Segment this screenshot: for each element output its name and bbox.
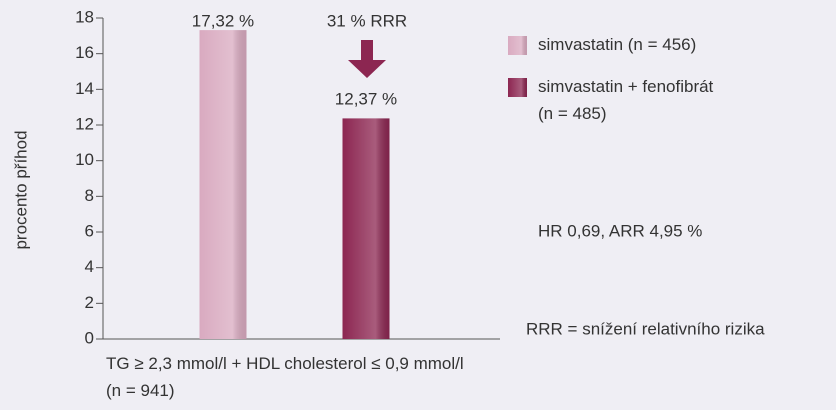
y-tick-label: 10 (75, 150, 94, 169)
y-tick-label: 12 (75, 114, 94, 133)
bar-sheen (342, 118, 390, 339)
annotation: 31 % RRR (327, 11, 407, 30)
arrow (348, 40, 386, 78)
legend-swatch-sheen (508, 36, 527, 55)
y-tick-label: 8 (85, 186, 94, 205)
y-tick-label: 14 (75, 79, 94, 98)
y-axis-label: procento příhod (11, 130, 30, 249)
legend-swatch-sheen (508, 78, 527, 97)
y-tick-label: 4 (85, 257, 94, 276)
annotation: RRR = snížení relativního rizika (526, 319, 765, 338)
y-tick-label: 6 (85, 221, 94, 240)
data-label: 17,32 % (192, 11, 254, 30)
y-tick-label: 16 (75, 43, 94, 62)
annotation: HR 0,69, ARR 4,95 % (538, 221, 702, 240)
y-tick-label: 18 (75, 7, 94, 26)
bar-sheen (199, 30, 247, 339)
x-tick-label: TG ≥ 2,3 mmol/l + HDL cholesterol ≤ 0,9 … (106, 354, 464, 400)
data-label: 12,37 % (335, 89, 397, 108)
legend-label: simvastatin + fenofibrát (n = 485) (538, 77, 714, 123)
y-tick-label: 0 (85, 328, 94, 347)
legend-label: simvastatin (n = 456) (538, 35, 697, 54)
y-tick-label: 2 (85, 293, 94, 312)
